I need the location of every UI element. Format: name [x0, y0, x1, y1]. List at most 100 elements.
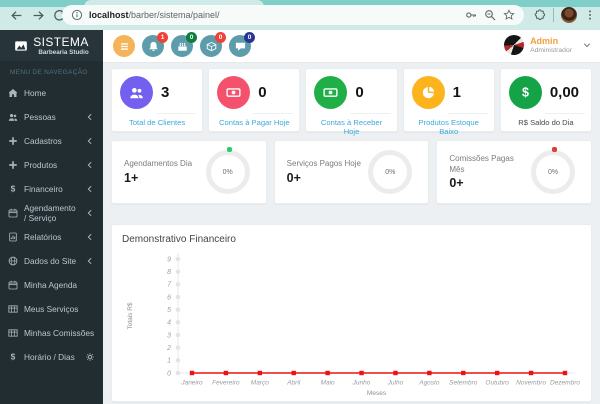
y-axis-marker [175, 370, 181, 376]
zoom-icon[interactable] [484, 9, 496, 21]
info-icon[interactable] [71, 9, 83, 21]
sidebar-item-financeiro[interactable]: $ Financeiro [0, 177, 103, 201]
forward-arrow-icon[interactable] [32, 9, 45, 22]
chart-point[interactable] [494, 370, 500, 376]
cake-button[interactable]: 0 [171, 32, 197, 57]
x-tick-label: Março [251, 380, 269, 387]
app-navbar: 1 0 0 0 Admin Administrador [103, 30, 600, 63]
address-bar[interactable]: localhost/barber/sistema/painel/ [62, 5, 524, 25]
chart-point[interactable] [223, 370, 229, 376]
divider [253, 113, 294, 114]
sidebar-item-hor-rio-dias[interactable]: $ Horário / Dias [0, 345, 103, 369]
financial-chart: 0 1 2 3 4 5 6 7 8 9 Janeiro Fevereiro Março Abril Maio… [122, 251, 581, 397]
progress-title: Serviços Pagos Hoje [286, 159, 361, 169]
hamburger-icon [120, 42, 128, 50]
chart-point[interactable] [393, 370, 398, 376]
browser-chrome: localhost/barber/sistema/painel/ [0, 0, 600, 30]
stat-cards-row: 3 Total de Clientes 0 Contas à Pagar Hoje 0 C… [111, 68, 593, 136]
browser-active-tab[interactable] [84, 0, 264, 7]
x-axis-title: Meses [367, 390, 387, 397]
star-bookmark-icon[interactable] [503, 9, 515, 21]
bell-button[interactable]: 1 [142, 32, 168, 57]
user-menu[interactable]: Admin Administrador [504, 35, 592, 55]
y-tick-label: 5 [167, 307, 171, 314]
notification-badge: 1 [157, 32, 168, 43]
url-path: /barber/sistema/painel/ [128, 10, 220, 20]
x-tick-label: Junho [352, 380, 371, 387]
sidebar-item-home[interactable]: Home [0, 81, 103, 105]
chart-point[interactable] [528, 370, 534, 376]
sidebar-item-minhas-comiss-es[interactable]: Minhas Comissões [0, 321, 103, 345]
donut-marker-dot [226, 147, 232, 152]
progress-info: Agendamentos Dia 1+ [124, 159, 202, 184]
brand[interactable]: SISTEMA Barbearia Studio [0, 30, 103, 61]
back-arrow-icon[interactable] [10, 9, 23, 22]
chart-card: Demonstrativo Financeiro 0 1 2 3 4 5 6 7 8 9 Janei… [111, 224, 592, 402]
stat-card-link[interactable]: R$ Saldo do Dia [518, 118, 574, 127]
cake-icon [177, 42, 187, 51]
chart-point[interactable] [427, 370, 432, 376]
extensions-icon[interactable] [534, 9, 546, 21]
chart-point[interactable] [325, 370, 330, 376]
chart-point[interactable] [562, 370, 568, 376]
plus-icon [9, 161, 17, 169]
box-button[interactable]: 0 [200, 32, 226, 57]
x-tick-label: Fevereiro [212, 380, 240, 387]
stat-card: 3 Total de Clientes [111, 68, 204, 132]
stat-card-link[interactable]: Contas à Receber Hoje [320, 118, 383, 136]
stat-value: 0 [355, 84, 364, 101]
chat-button[interactable]: 0 [229, 32, 255, 57]
sidebar-item-label: Horário / Dias [24, 352, 75, 362]
browser-tabstrip [0, 0, 600, 7]
sidebar-item-meus-servi-os[interactable]: Meus Serviços [0, 297, 103, 321]
menu-dots-icon[interactable] [584, 9, 596, 21]
progress-percent: 0% [385, 168, 396, 176]
line-chart-svg: 0 1 2 3 4 5 6 7 8 9 Janeiro Fevereiro Março Abril Maio… [127, 253, 580, 397]
key-icon[interactable] [465, 9, 477, 21]
x-tick-label: Julho [387, 380, 404, 387]
sidebar-item-relat-rios[interactable]: Relatórios [0, 225, 103, 249]
stat-card-top: 0 [215, 76, 293, 109]
stat-card-link[interactable]: Produtos Estoque Baixo [418, 118, 479, 136]
sidebar-item-pessoas[interactable]: Pessoas [0, 105, 103, 129]
y-axis-marker [175, 358, 181, 363]
y-tick-label: 4 [167, 320, 171, 327]
chart-point[interactable] [257, 370, 263, 376]
stat-icon-circle [120, 76, 153, 109]
sidebar: SISTEMA Barbearia Studio MENU DE NAVEGAÇ… [0, 30, 103, 404]
sidebar-item-produtos[interactable]: Produtos [0, 153, 103, 177]
sidebar-item-minha-agenda[interactable]: Minha Agenda [0, 273, 103, 297]
user-role: Administrador [530, 46, 572, 54]
stat-card-link[interactable]: Contas à Pagar Hoje [219, 118, 290, 127]
progress-card: Serviços Pagos Hoje 0+ 0% [273, 140, 430, 204]
main-content: 3 Total de Clientes 0 Contas à Pagar Hoje 0 C… [103, 62, 600, 404]
chart-point[interactable] [461, 370, 466, 376]
progress-title: Agendamentos Dia [124, 159, 193, 169]
progress-info: Comissões Pagas Mês 0+ [449, 154, 527, 190]
progress-donut: 0% [531, 147, 576, 194]
chevron-left-icon [87, 257, 92, 265]
sidebar-item-label: Financeiro [24, 184, 63, 194]
stat-card: 1 Produtos Estoque Baixo [402, 68, 495, 136]
chart-point[interactable] [189, 370, 195, 376]
sidebar-item-label: Produtos [24, 160, 58, 170]
url-text[interactable]: localhost/barber/sistema/painel/ [89, 10, 220, 20]
chevron-down-icon [583, 43, 591, 48]
y-tick-label: 3 [167, 332, 171, 339]
sidebar-toggle-button[interactable] [113, 35, 135, 57]
divider [447, 113, 488, 114]
y-axis-title: Totais R$ [127, 302, 134, 329]
chart-point[interactable] [291, 370, 296, 376]
profile-avatar[interactable] [561, 7, 577, 23]
sidebar-item-dados-do-site[interactable]: Dados do Site [0, 249, 103, 273]
chart-point[interactable] [359, 370, 364, 376]
box-icon [206, 41, 216, 51]
donut-marker-dot [552, 147, 558, 152]
y-tick-label: 8 [167, 269, 171, 276]
x-tick-label: Outubro [485, 380, 509, 387]
progress-value: 0+ [286, 170, 301, 185]
stat-card-link[interactable]: Total de Clientes [129, 118, 186, 127]
sidebar-item-agendamento-servi-o[interactable]: Agendamento / Serviço [0, 201, 103, 225]
sidebar-item-cadastros[interactable]: Cadastros [0, 129, 103, 153]
